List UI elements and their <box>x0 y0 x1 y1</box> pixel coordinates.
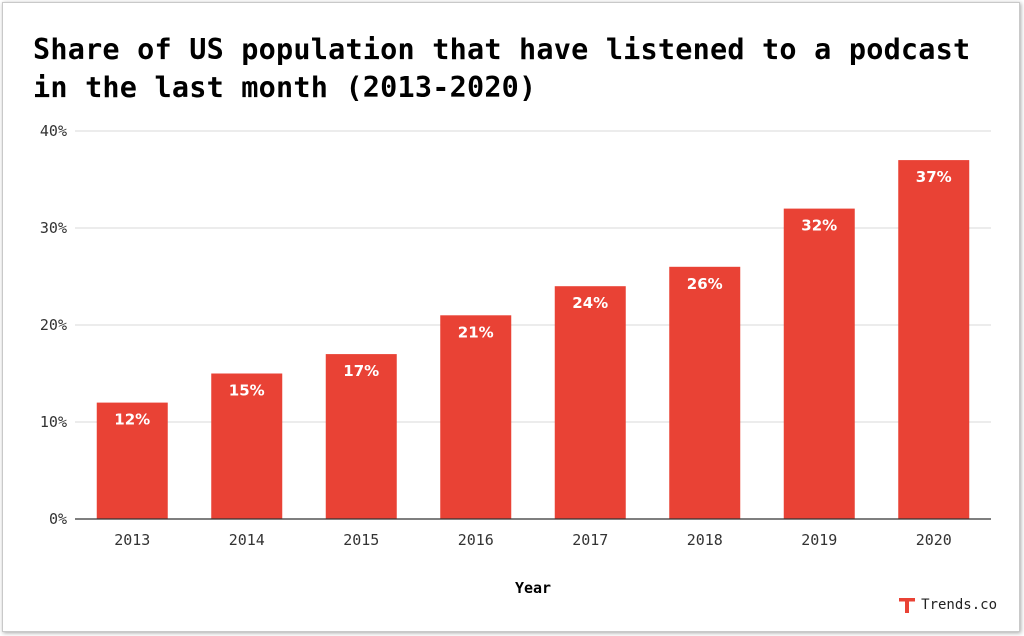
bar-2015 <box>325 354 397 519</box>
y-tick-label: 40% <box>40 122 67 140</box>
data-label: 37% <box>916 168 952 186</box>
bar-2017 <box>554 286 626 519</box>
data-labels: 12% 15% 17% 21% 24% 26% 32% 37% <box>114 168 951 429</box>
data-label: 15% <box>229 382 265 400</box>
bar-chart: 0%10%20%30%40% 12%15%17%21%24%26%32%37% … <box>40 122 991 597</box>
bar-2013 <box>96 402 168 519</box>
bars <box>96 160 970 519</box>
brand-name: Trends.co <box>921 597 997 613</box>
y-tick-label: 10% <box>40 413 67 431</box>
x-tick-label: 2018 <box>687 531 723 549</box>
data-label: 21% <box>458 323 494 341</box>
x-tick-label: 2019 <box>801 531 837 549</box>
bar-2020 <box>898 160 970 519</box>
x-tick-label: 2015 <box>343 531 379 549</box>
x-tick-label: 2020 <box>916 531 952 549</box>
trends-logo-icon <box>899 598 916 613</box>
chart-title: Share of US population that have listene… <box>33 33 971 104</box>
bar-2018 <box>669 266 741 519</box>
y-tick-label: 30% <box>40 219 67 237</box>
x-tick-label: 2016 <box>458 531 494 549</box>
bar-2016 <box>440 315 512 519</box>
data-label: 12% <box>114 411 150 429</box>
bar-2014 <box>211 373 283 519</box>
data-label: 17% <box>343 362 379 380</box>
x-tick-label: 2013 <box>114 531 150 549</box>
brand-watermark: Trends.co <box>897 595 997 615</box>
y-tick-label: 20% <box>40 316 67 334</box>
data-label: 24% <box>572 294 608 312</box>
x-axis-title: Year <box>515 579 551 597</box>
x-tick-label: 2017 <box>572 531 608 549</box>
data-label: 32% <box>801 217 837 235</box>
x-axis-ticks: 2013 2014 2015 2016 2017 2018 2019 2020 <box>114 531 952 549</box>
x-tick-label: 2014 <box>229 531 265 549</box>
bar-2019 <box>783 208 855 519</box>
y-axis-ticks: 0% 10% 20% 30% 40% <box>40 122 67 528</box>
y-tick-label: 0% <box>49 510 67 528</box>
data-label: 26% <box>687 275 723 293</box>
